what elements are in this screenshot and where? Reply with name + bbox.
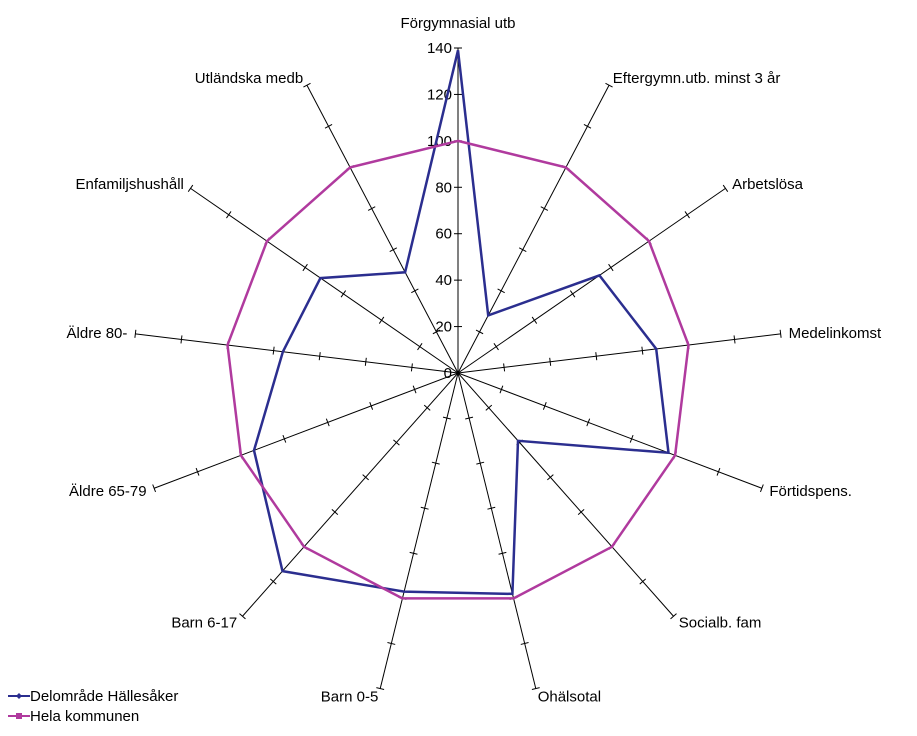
axis-tick bbox=[498, 289, 505, 293]
radial-tick-label: 140 bbox=[427, 40, 452, 57]
axis-tick bbox=[494, 343, 499, 350]
radial-tick-label: 80 bbox=[435, 179, 452, 196]
axis-tick bbox=[303, 83, 310, 87]
axis-line bbox=[458, 373, 762, 488]
axis-tick bbox=[570, 291, 575, 298]
axis-tick bbox=[379, 317, 384, 324]
radial-tick-label: 20 bbox=[435, 319, 452, 336]
axis-line bbox=[458, 373, 536, 689]
axis-label: Socialb. fam bbox=[679, 614, 762, 631]
axis-tick bbox=[341, 291, 346, 298]
radial-tick-label: 40 bbox=[435, 272, 452, 289]
axis-tick bbox=[609, 264, 614, 271]
series-line-1 bbox=[254, 50, 669, 594]
axis-tick bbox=[188, 185, 193, 192]
axis-label: Förgymnasial utb bbox=[400, 15, 515, 32]
axis-tick bbox=[723, 185, 728, 192]
axis-tick bbox=[418, 343, 423, 350]
axis-label: Enfamiljshushåll bbox=[76, 176, 184, 193]
axis-label: Arbetslösa bbox=[732, 176, 804, 193]
axis-tick bbox=[303, 264, 308, 271]
axis-label: Äldre 65-79 bbox=[69, 483, 147, 500]
axis-tick bbox=[734, 335, 735, 343]
axis-tick bbox=[685, 211, 690, 218]
axis-tick bbox=[476, 330, 483, 334]
axis-label: Äldre 80- bbox=[67, 325, 128, 342]
axis-label: Eftergymn.utb. minst 3 år bbox=[613, 70, 781, 87]
axis-labels: Förgymnasial utb Eftergymn.utb. minst 3 å… bbox=[67, 15, 882, 705]
axis-tick bbox=[390, 248, 397, 252]
axis-label: Barn 0-5 bbox=[321, 688, 379, 705]
axis-tick bbox=[532, 317, 537, 324]
radial-tick-label: 60 bbox=[435, 226, 452, 243]
axis-label: Förtidspens. bbox=[769, 483, 852, 500]
axis-tick bbox=[550, 358, 551, 366]
axis-tick bbox=[411, 289, 418, 293]
axis-tick bbox=[325, 124, 332, 128]
axis-label: Utländska medb bbox=[195, 70, 303, 87]
axis-tick bbox=[642, 347, 643, 355]
axis-tick bbox=[596, 352, 597, 360]
axis-tick bbox=[519, 248, 526, 252]
axis-line bbox=[458, 373, 674, 616]
axis-label: Medelinkomst bbox=[789, 325, 882, 342]
legend-marker-square bbox=[16, 713, 22, 719]
axis-tick bbox=[181, 335, 182, 343]
axis-line bbox=[242, 373, 458, 616]
axis-tick bbox=[780, 330, 781, 338]
legend: Delområde Hällesåker Hela kommunen bbox=[8, 684, 208, 726]
axis-line bbox=[458, 85, 609, 373]
axis-tick bbox=[319, 352, 320, 360]
axis-tick bbox=[135, 330, 136, 338]
axis-line bbox=[380, 373, 458, 689]
axis-tick bbox=[605, 83, 612, 87]
axis-line bbox=[154, 373, 458, 488]
axis-tick bbox=[411, 363, 412, 371]
axis-tick bbox=[584, 124, 591, 128]
legend-label: Delområde Hällesåker bbox=[30, 688, 178, 705]
axis-label: Barn 6-17 bbox=[171, 614, 237, 631]
axis-tick bbox=[541, 207, 548, 211]
axis-tick bbox=[368, 207, 375, 211]
axis-tick bbox=[273, 347, 274, 355]
axis-label: Ohälsotal bbox=[538, 688, 601, 705]
radial-tick-label: 0 bbox=[444, 365, 452, 382]
legend-label: Hela kommunen bbox=[30, 708, 139, 725]
axis-tick bbox=[504, 363, 505, 371]
axis-tick bbox=[365, 358, 366, 366]
axis-tick bbox=[226, 211, 231, 218]
